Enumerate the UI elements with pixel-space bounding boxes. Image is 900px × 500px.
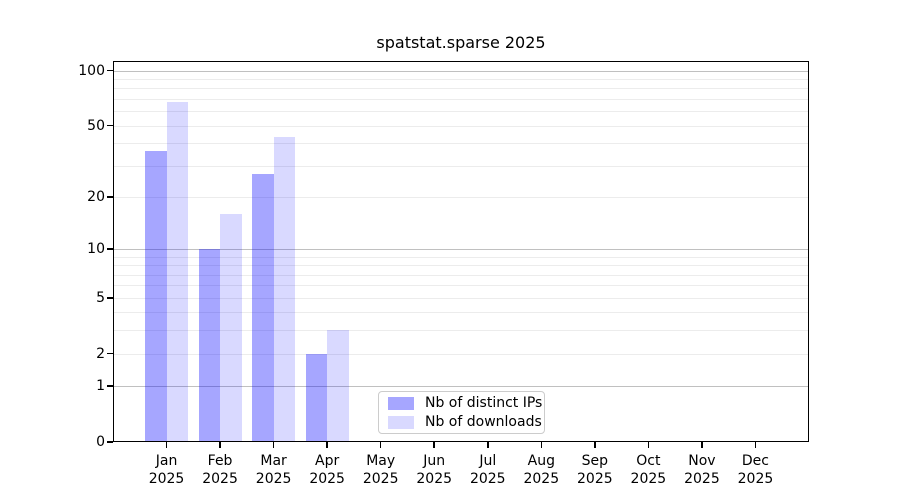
x-tick-mark — [433, 442, 435, 448]
bar-distinct-ips — [198, 249, 221, 442]
x-tick-label: Jan 2025 — [148, 453, 185, 487]
gridline-minor — [113, 196, 809, 198]
y-tick-mark — [107, 124, 113, 127]
x-tick-mark — [754, 442, 757, 448]
y-tick-label: 1 — [96, 378, 105, 395]
y-tick-mark — [107, 248, 113, 250]
x-tick-label: Dec 2025 — [737, 453, 774, 487]
gridline-minor — [113, 285, 809, 287]
gridline-minor — [113, 274, 809, 276]
legend-label-downloads: Nb of downloads — [425, 414, 542, 430]
gridline-minor — [113, 143, 809, 145]
legend: Nb of distinct IPs Nb of downloads — [378, 391, 545, 434]
bar-distinct-ips — [252, 173, 274, 442]
gridline-minor — [113, 330, 809, 332]
y-tick-label: 10 — [87, 241, 105, 258]
gridline-minor — [113, 312, 809, 314]
x-tick-mark — [272, 442, 275, 448]
y-tick-mark — [107, 69, 113, 72]
x-tick-label: Jul 2025 — [469, 453, 506, 487]
x-tick-label: Jun 2025 — [416, 453, 453, 487]
x-tick-mark — [326, 442, 328, 448]
x-tick-label: Sep 2025 — [577, 453, 613, 487]
gridline-minor — [113, 125, 809, 127]
y-tick-label: 50 — [87, 117, 105, 134]
x-tick-mark — [647, 442, 650, 448]
x-tick-mark — [379, 442, 382, 448]
y-tick-mark — [107, 196, 113, 198]
gridline-major — [113, 70, 809, 72]
y-tick-label: 0 — [96, 434, 105, 450]
gridline-minor — [113, 256, 809, 258]
chart-title: spatstat.sparse 2025 — [376, 33, 546, 52]
x-tick-label: Mar 2025 — [255, 453, 292, 487]
bar-distinct-ips — [145, 151, 167, 442]
x-tick-mark — [487, 442, 489, 448]
gridline-minor — [113, 111, 809, 113]
y-tick-label: 100 — [78, 62, 105, 79]
y-tick-mark — [107, 385, 113, 387]
x-tick-mark — [701, 442, 703, 448]
gridline-major — [113, 249, 809, 251]
gridline-minor — [113, 98, 809, 100]
x-tick-mark — [540, 442, 543, 448]
x-tick-label: Aug 2025 — [523, 453, 560, 487]
gridline-minor — [113, 353, 809, 355]
legend-item: Nb of distinct IPs — [388, 395, 544, 411]
x-tick-mark — [594, 442, 596, 448]
legend-item: Nb of downloads — [388, 414, 544, 430]
gridline-major — [113, 386, 809, 388]
bar-downloads — [273, 137, 296, 442]
gridline-minor — [113, 165, 809, 167]
bar-distinct-ips — [305, 353, 328, 442]
x-tick-mark — [219, 442, 221, 448]
x-tick-label: Feb 2025 — [202, 453, 238, 487]
gridline-minor — [113, 88, 809, 90]
legend-swatch-downloads — [388, 415, 414, 429]
bar-downloads — [327, 330, 349, 442]
x-tick-mark — [165, 442, 168, 448]
y-tick-label: 20 — [87, 188, 105, 205]
y-tick-mark — [107, 297, 113, 299]
gridline-minor — [113, 265, 809, 267]
x-tick-label: May 2025 — [362, 453, 399, 487]
y-tick-label: 5 — [96, 289, 105, 306]
y-tick-mark — [107, 441, 113, 443]
gridline-minor — [113, 297, 809, 299]
legend-swatch-distinct-ips — [388, 396, 414, 410]
bar-downloads — [220, 213, 242, 442]
y-tick-label: 2 — [96, 345, 105, 362]
x-tick-label: Apr 2025 — [309, 453, 345, 487]
gridline-minor — [113, 78, 809, 80]
plot-area — [113, 61, 809, 442]
x-tick-label: Nov 2025 — [684, 453, 720, 487]
y-tick-mark — [107, 352, 113, 355]
legend-label-distinct-ips: Nb of distinct IPs — [425, 395, 543, 411]
bar-downloads — [166, 102, 189, 442]
x-tick-label: Oct 2025 — [630, 453, 667, 487]
